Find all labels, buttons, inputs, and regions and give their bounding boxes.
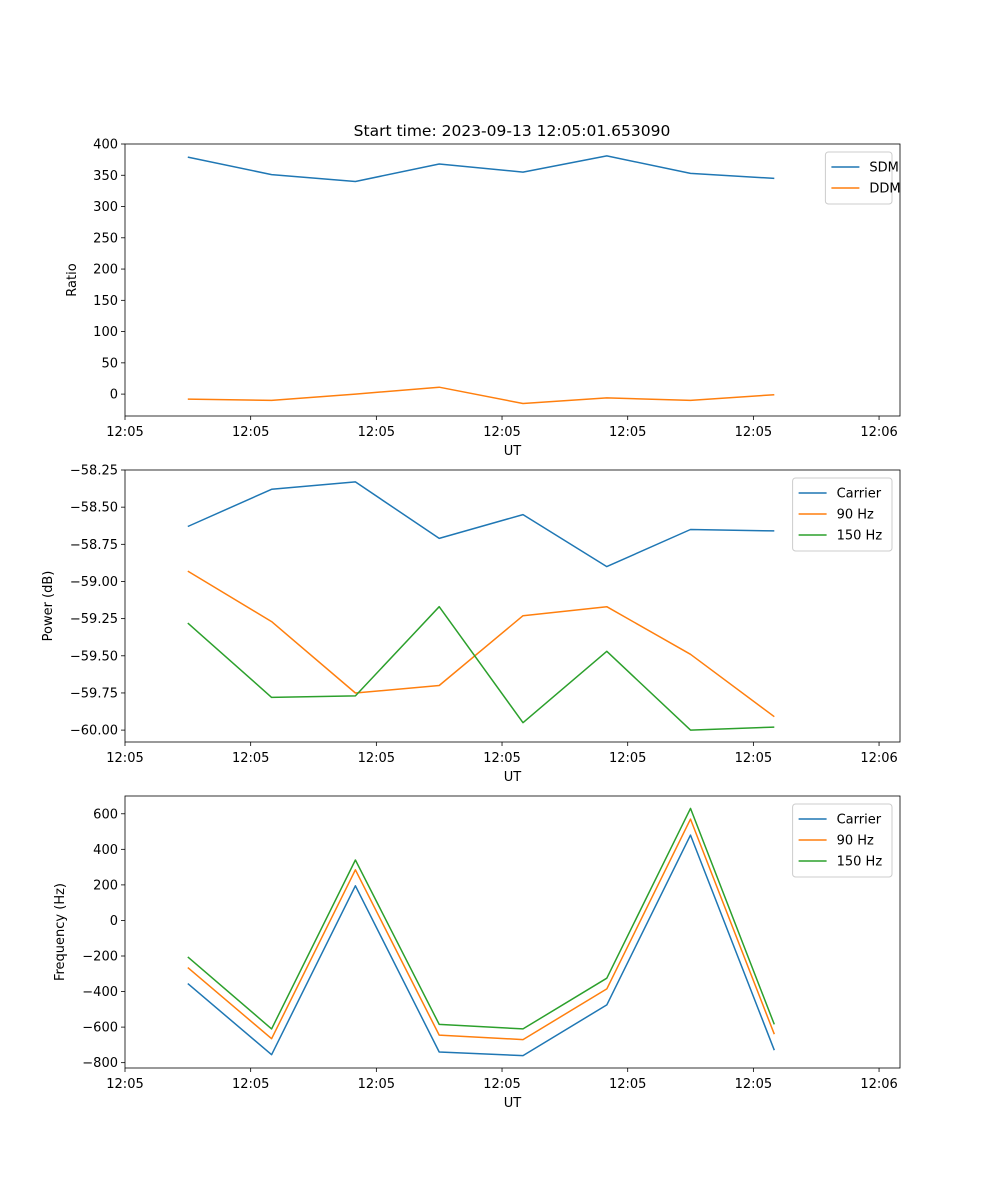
legend-box: [824, 151, 893, 205]
series-line-carrier: [187, 481, 775, 568]
legend: Carrier 90 Hz 150 Hz: [792, 477, 893, 552]
y-tick-label: −58.25: [70, 464, 118, 479]
y-tick-label: −200: [82, 950, 118, 965]
legend-label: 90 Hz: [837, 834, 874, 849]
axes-frame: [124, 143, 901, 417]
y-tick-label: 200: [93, 263, 118, 278]
chart-title: Start time: 2023-09-13 12:05:01.653090: [354, 122, 671, 140]
series-line-90-hz: [187, 818, 775, 1041]
x-axis-label: UT: [504, 770, 522, 785]
x-tick-label: 12:05: [735, 1077, 772, 1092]
legend-label: 150 Hz: [837, 529, 883, 544]
x-tick-label: 12:05: [358, 425, 395, 440]
y-tick-label: 400: [93, 138, 118, 153]
x-tick-label: 12:05: [232, 425, 269, 440]
legend-box: [792, 803, 893, 878]
y-tick-label: −59.00: [70, 575, 118, 590]
y-axis-label: Power (dB): [41, 571, 56, 642]
legend-label: 90 Hz: [837, 508, 874, 523]
legend-label: Carrier: [837, 487, 882, 502]
x-tick-label: 12:05: [232, 1077, 269, 1092]
y-tick-label: −60.00: [70, 724, 118, 739]
legend-label: SDM: [869, 161, 898, 176]
x-axis-label: UT: [504, 1096, 522, 1111]
y-tick-label: 0: [110, 388, 118, 403]
x-tick-label: 12:05: [106, 751, 143, 766]
x-tick-label: 12:05: [358, 1077, 395, 1092]
legend-label: 150 Hz: [837, 855, 883, 870]
y-tick-label: 350: [93, 169, 118, 184]
y-tick-label: 400: [93, 843, 118, 858]
axes-frame: [124, 795, 901, 1069]
x-tick-label: 12:05: [483, 751, 520, 766]
legend-label: Carrier: [837, 813, 882, 828]
legend-box: [792, 477, 893, 552]
x-tick-label: 12:05: [483, 1077, 520, 1092]
y-axis-label: Frequency (Hz): [53, 883, 68, 981]
y-tick-label: 300: [93, 200, 118, 215]
x-axis-label: UT: [504, 444, 522, 459]
chart-panel-2: 12:05 12:05 12:05 12:05 12:05 12:05 12:06 −60.0…: [41, 464, 901, 785]
x-tick-label: 12:06: [860, 751, 897, 766]
legend-label: DDM: [869, 182, 900, 197]
x-tick-label: 12:05: [483, 425, 520, 440]
legend: SDM DDM: [824, 151, 901, 205]
y-tick-label: 600: [93, 807, 118, 822]
series-line-carrier: [187, 834, 775, 1057]
y-tick-label: 250: [93, 231, 118, 246]
y-tick-label: −600: [82, 1021, 118, 1036]
x-tick-label: 12:06: [860, 1077, 897, 1092]
x-tick-label: 12:05: [358, 751, 395, 766]
x-tick-label: 12:05: [609, 425, 646, 440]
series-line-ddm: [187, 386, 775, 405]
y-tick-label: −59.50: [70, 649, 118, 664]
x-tick-label: 12:05: [609, 1077, 646, 1092]
y-tick-label: −400: [82, 985, 118, 1000]
y-tick-label: −59.25: [70, 612, 118, 627]
axes-frame: [124, 469, 901, 743]
chart-panel-3: 12:05 12:05 12:05 12:05 12:05 12:05 12:06 −800 −…: [53, 795, 901, 1111]
x-tick-label: 12:05: [735, 751, 772, 766]
series-line-sdm: [187, 155, 775, 183]
series-line-90-hz: [187, 570, 775, 718]
y-tick-label: −58.50: [70, 501, 118, 516]
x-tick-label: 12:05: [735, 425, 772, 440]
x-tick-label: 12:05: [232, 751, 269, 766]
y-tick-label: −59.75: [70, 686, 118, 701]
y-tick-label: 0: [110, 914, 118, 929]
series-line-150-hz: [187, 605, 775, 731]
chart-panel-1: 12:05 12:05 12:05 12:05 12:05 12:05 12:06 0 50 10…: [65, 138, 901, 460]
y-tick-label: 150: [93, 294, 118, 309]
y-tick-label: 200: [93, 878, 118, 893]
x-tick-label: 12:05: [609, 751, 646, 766]
y-tick-label: 50: [101, 356, 118, 371]
legend: Carrier 90 Hz 150 Hz: [792, 803, 893, 878]
x-tick-label: 12:06: [860, 425, 897, 440]
y-tick-label: −800: [82, 1056, 118, 1071]
x-tick-label: 12:05: [106, 425, 143, 440]
y-axis-label: Ratio: [65, 263, 80, 296]
series-line-150-hz: [187, 807, 775, 1030]
y-tick-label: −58.75: [70, 538, 118, 553]
y-tick-label: 100: [93, 325, 118, 340]
panels: 12:05 12:05 12:05 12:05 12:05 12:05 12:06 0 50 10…: [41, 138, 901, 1112]
x-tick-label: 12:05: [106, 1077, 143, 1092]
